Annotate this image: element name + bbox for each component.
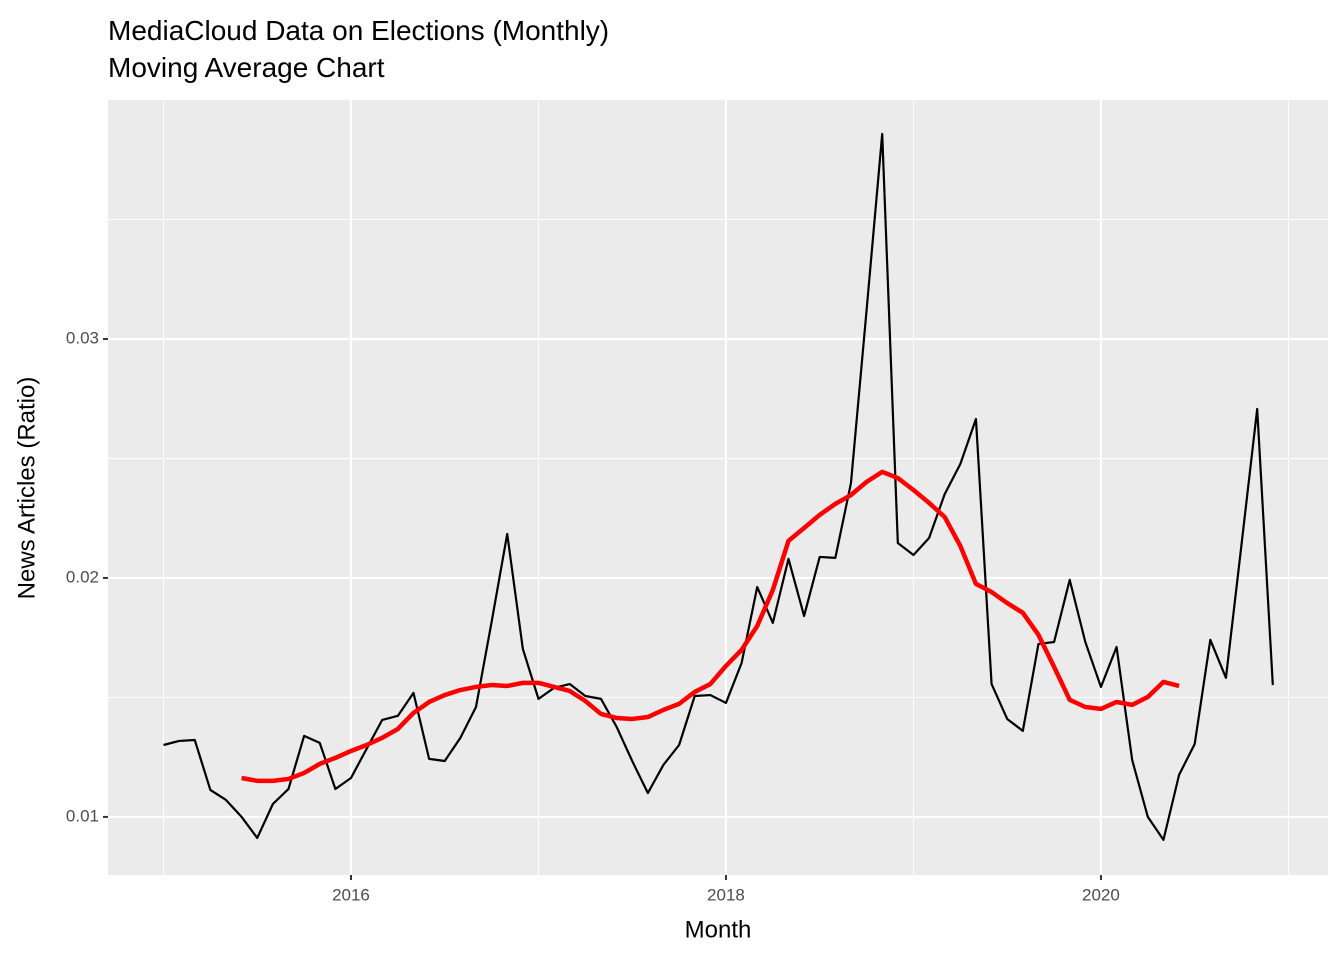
x-tick-label: 2020 (1082, 885, 1120, 904)
y-tick-label: 0.03 (66, 328, 99, 347)
data-line (241, 469, 1180, 784)
y-axis-title: News Articles (Ratio) (13, 377, 40, 600)
plot-panel (108, 100, 1328, 875)
chart-subtitle: Moving Average Chart (108, 52, 385, 83)
x-tick-label: 2018 (707, 885, 745, 904)
data-line (163, 132, 1274, 841)
x-tick-label: 2016 (332, 885, 370, 904)
y-tick-label: 0.01 (66, 806, 99, 825)
x-axis-title: Month (685, 916, 752, 943)
chart-title: MediaCloud Data on Elections (Monthly) (108, 15, 609, 46)
y-tick-label: 0.02 (66, 567, 99, 586)
